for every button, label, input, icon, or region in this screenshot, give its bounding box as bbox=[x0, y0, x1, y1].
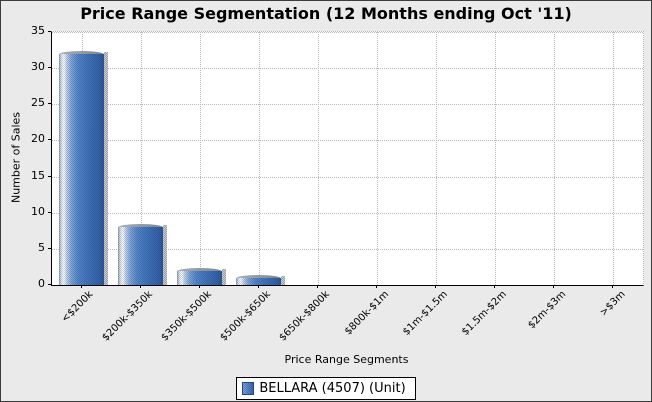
x-tick-label: $350k-$500k bbox=[159, 289, 214, 344]
vertical-gridline bbox=[140, 32, 142, 285]
x-tick-mark bbox=[198, 285, 200, 288]
y-tick-mark bbox=[48, 139, 51, 141]
y-tick-label: 5 bbox=[38, 240, 45, 254]
horizontal-gridline bbox=[52, 176, 643, 178]
y-tick-label: 15 bbox=[31, 168, 45, 182]
x-tick-mark bbox=[435, 285, 437, 288]
x-tick-mark bbox=[376, 285, 378, 288]
y-tick-mark bbox=[48, 103, 51, 105]
x-tick-label: <$200k bbox=[59, 289, 96, 325]
chart-title: Price Range Segmentation (12 Months endi… bbox=[80, 4, 572, 23]
x-tick-label: $500k-$650k bbox=[218, 289, 273, 344]
y-tick-label: 25 bbox=[31, 96, 45, 110]
x-tick-mark bbox=[257, 285, 259, 288]
vertical-gridline bbox=[495, 32, 497, 285]
vertical-gridline bbox=[436, 32, 438, 285]
vertical-gridline bbox=[377, 32, 379, 285]
legend-swatch-icon bbox=[242, 382, 255, 395]
x-tick-label: >$3m bbox=[597, 289, 628, 319]
horizontal-gridline bbox=[52, 32, 643, 33]
x-tick-label: $2m-$3m bbox=[526, 289, 569, 332]
horizontal-gridline bbox=[52, 68, 643, 70]
x-axis-title: Price Range Segments bbox=[284, 353, 409, 366]
bar-<$200k[interactable] bbox=[59, 52, 109, 285]
x-tick-label: $800k-$1m bbox=[342, 289, 391, 338]
y-tick-mark bbox=[48, 175, 51, 177]
x-tick-label: $1m-$1.5m bbox=[401, 289, 450, 338]
x-tick-label: $650k-$800k bbox=[277, 289, 332, 344]
horizontal-gridline bbox=[52, 248, 643, 250]
y-tick-mark bbox=[48, 211, 51, 213]
y-tick-mark bbox=[48, 31, 51, 32]
y-tick-mark bbox=[48, 284, 51, 285]
vertical-gridline bbox=[317, 32, 319, 285]
vertical-gridline bbox=[199, 32, 201, 285]
legend: BELLARA (4507) (Unit) bbox=[1, 377, 651, 400]
y-tick-label: 35 bbox=[31, 24, 45, 37]
y-tick-mark bbox=[48, 247, 51, 249]
x-tick-label: $1.5m-$2m bbox=[460, 289, 510, 338]
vertical-gridline bbox=[613, 32, 615, 285]
plot-area bbox=[51, 31, 644, 286]
bar-$350k-$500k[interactable] bbox=[177, 269, 227, 285]
horizontal-gridline bbox=[52, 212, 643, 214]
legend-item[interactable]: BELLARA (4507) (Unit) bbox=[236, 377, 416, 400]
vertical-gridline bbox=[258, 32, 260, 285]
x-tick-label: $200k-$350k bbox=[99, 289, 155, 344]
x-tick-mark bbox=[80, 285, 82, 288]
vertical-gridline bbox=[554, 32, 556, 285]
bar-$500k-$650k[interactable] bbox=[236, 276, 286, 285]
horizontal-gridline bbox=[52, 104, 643, 106]
x-tick-mark bbox=[139, 285, 141, 288]
x-tick-mark bbox=[494, 285, 496, 288]
x-tick-mark bbox=[612, 285, 614, 288]
y-tick-label: 0 bbox=[38, 277, 45, 290]
x-tick-mark bbox=[316, 285, 318, 288]
y-tick-label: 20 bbox=[31, 132, 45, 146]
y-tick-mark bbox=[48, 67, 51, 69]
x-tick-mark bbox=[553, 285, 555, 288]
bar-$200k-$350k[interactable] bbox=[118, 225, 168, 285]
y-tick-label: 10 bbox=[31, 204, 45, 218]
y-tick-label: 30 bbox=[31, 60, 45, 74]
horizontal-gridline bbox=[52, 140, 643, 142]
legend-label: BELLARA (4507) (Unit) bbox=[259, 381, 406, 396]
